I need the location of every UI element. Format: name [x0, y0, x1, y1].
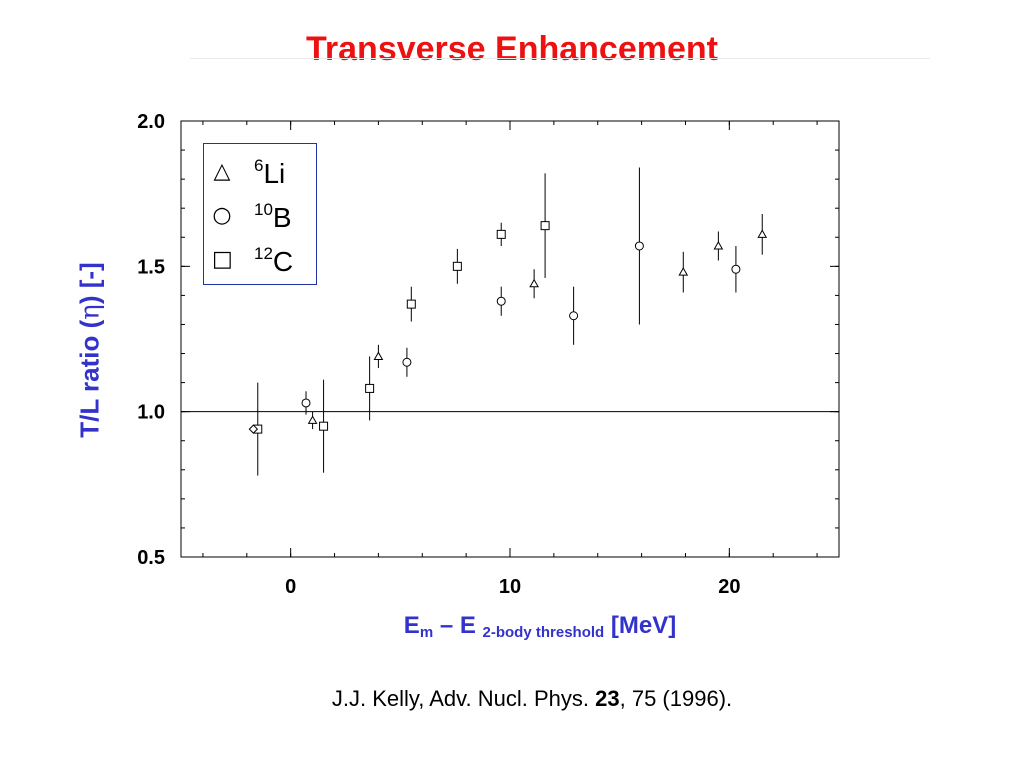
legend-mass-b10: 10	[254, 200, 273, 219]
y-label-pre: T/L ratio (	[74, 319, 105, 438]
triangle-marker	[307, 415, 318, 424]
square-marker	[365, 383, 375, 393]
chart-title: Transverse Enhancement	[306, 30, 718, 68]
legend-element-c12: C	[272, 246, 294, 277]
triangle-marker-icon: △	[213, 159, 231, 184]
legend-mass-li6: 6	[254, 156, 264, 175]
circle-marker	[301, 398, 311, 408]
legend-item-c12: □ 12C	[204, 240, 316, 280]
circle-marker	[731, 264, 741, 274]
diamond-marker	[248, 424, 259, 434]
x-axis-label: Em – E 2-body threshold [MeV]	[290, 612, 790, 641]
triangle-marker	[373, 351, 384, 360]
citation-volume: 23	[595, 686, 620, 711]
square-marker	[496, 229, 506, 239]
citation: J.J. Kelly, Adv. Nucl. Phys. 23, 75 (199…	[0, 686, 1024, 712]
square-marker	[540, 221, 550, 231]
y-tick-label: 1.5	[137, 256, 165, 278]
y-tick-label: 1.0	[137, 402, 165, 424]
title-divider	[190, 58, 930, 59]
legend: △ 6Li ○ 10B □ 12C	[203, 143, 317, 285]
y-axis-label: T/L ratio (η) [-]	[75, 262, 106, 437]
circle-marker	[402, 357, 412, 367]
x-label-main: E	[403, 612, 420, 639]
legend-label-li6: 6Li	[254, 156, 285, 190]
triangle-marker	[713, 240, 724, 250]
y-tick-label: 0.5	[137, 547, 165, 569]
x-label-sub2: 2-body threshold	[482, 624, 605, 641]
legend-mass-c12: 12	[254, 244, 273, 263]
x-label-unit: [MeV]	[604, 612, 677, 639]
legend-element-b10: B	[272, 202, 292, 233]
y-label-greek: η	[75, 304, 106, 320]
triangle-marker	[757, 229, 768, 238]
x-tick-label: 10	[499, 576, 521, 598]
x-label-mid: – E	[433, 612, 483, 639]
circle-marker	[496, 296, 506, 306]
legend-label-c12: 12C	[254, 244, 293, 278]
legend-label-b10: 10B	[254, 200, 292, 234]
legend-element-li6: Li	[263, 158, 286, 189]
legend-item-li6: △ 6Li	[204, 152, 316, 192]
x-label-sub1: m	[419, 624, 434, 641]
triangle-marker	[678, 267, 689, 276]
circle-marker	[634, 241, 644, 251]
square-marker	[406, 299, 416, 309]
circle-marker	[569, 311, 579, 321]
legend-item-b10: ○ 10B	[204, 196, 316, 236]
data-points	[248, 167, 768, 476]
triangle-marker	[529, 278, 539, 288]
y-label-post: ) [-]	[74, 262, 105, 305]
x-tick-label: 20	[718, 576, 740, 598]
square-marker-icon: □	[212, 247, 233, 272]
x-tick-label: 0	[285, 576, 296, 598]
circle-marker-icon: ○	[212, 203, 232, 228]
square-marker	[452, 261, 462, 271]
citation-text: J.J. Kelly, Adv. Nucl. Phys.	[331, 686, 596, 711]
y-tick-label: 2.0	[137, 111, 165, 133]
axis-ticks: 0 10 20 0.5 1.0 1.5 2.0	[137, 111, 839, 598]
citation-rest: , 75 (1996).	[619, 686, 733, 711]
square-marker	[319, 421, 329, 431]
